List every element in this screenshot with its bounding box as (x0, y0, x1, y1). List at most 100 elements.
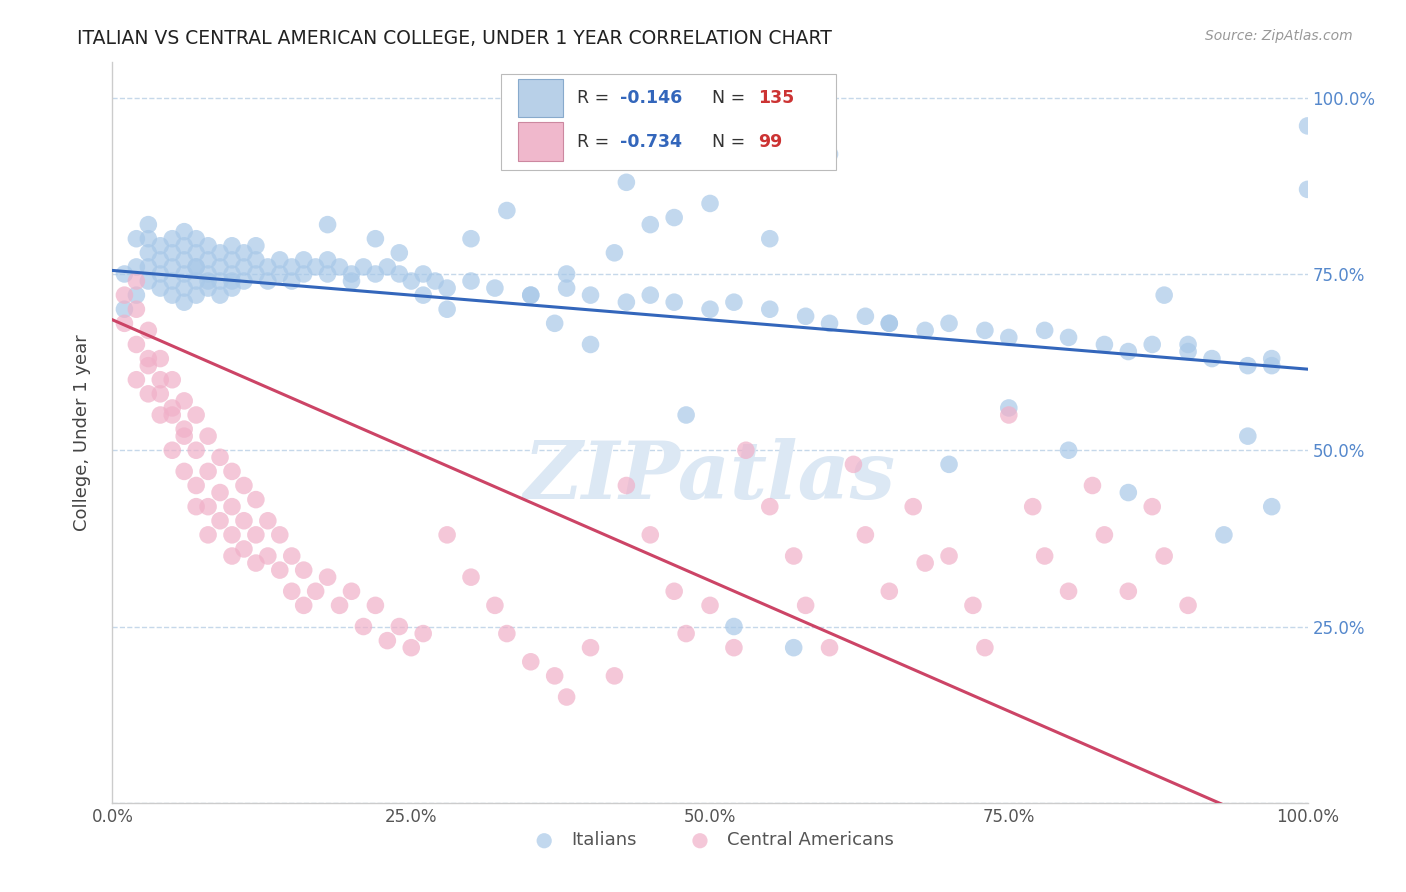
Point (664, 584, 686, 599)
Point (138, 218, 160, 232)
Point (162, 260, 183, 274)
Point (998, 330, 1021, 344)
Point (1057, 330, 1080, 344)
Point (292, 267, 315, 281)
Point (675, 408, 697, 422)
Point (460, 232, 482, 246)
Point (998, 401, 1021, 415)
Point (723, 640, 745, 655)
Point (723, 295, 745, 310)
Text: 135: 135 (758, 89, 794, 107)
Point (209, 450, 232, 465)
Point (138, 274, 160, 288)
Text: N =: N = (713, 133, 745, 151)
Point (543, 669, 565, 683)
Point (1118, 344, 1140, 359)
Point (114, 288, 135, 302)
Point (412, 626, 434, 640)
Point (292, 563, 315, 577)
Point (173, 225, 195, 239)
Point (245, 556, 267, 570)
Point (1237, 359, 1260, 373)
Point (1261, 359, 1284, 373)
Point (316, 570, 339, 584)
Point (162, 245, 183, 260)
Point (879, 316, 901, 330)
Point (640, 288, 662, 302)
Point (197, 252, 219, 267)
Point (998, 408, 1021, 422)
Point (364, 267, 387, 281)
Point (555, 281, 578, 295)
Point (377, 260, 399, 274)
Point (186, 232, 208, 246)
Point (579, 337, 602, 351)
Point (197, 464, 219, 478)
Legend: Italians, Central Americans: Italians, Central Americans (519, 824, 901, 856)
Point (794, 599, 817, 613)
Point (1142, 337, 1164, 351)
Point (173, 429, 195, 443)
Point (1213, 528, 1236, 542)
Point (125, 288, 148, 302)
Point (794, 310, 817, 324)
Point (1094, 528, 1116, 542)
Point (938, 316, 960, 330)
Point (1022, 500, 1045, 514)
Point (173, 464, 195, 478)
Point (1261, 500, 1284, 514)
Point (162, 408, 183, 422)
Point (162, 274, 183, 288)
Point (125, 373, 148, 387)
Point (186, 478, 208, 492)
Point (699, 599, 721, 613)
Point (245, 252, 267, 267)
Text: Source: ZipAtlas.com: Source: ZipAtlas.com (1205, 29, 1353, 43)
Point (903, 500, 925, 514)
Text: N =: N = (713, 89, 745, 107)
Point (269, 563, 291, 577)
Point (818, 316, 841, 330)
Point (269, 528, 291, 542)
Point (162, 443, 183, 458)
Point (149, 373, 172, 387)
Point (484, 599, 506, 613)
Point (138, 260, 160, 274)
Point (340, 584, 363, 599)
Point (914, 323, 936, 337)
Text: ZIPatlas: ZIPatlas (524, 438, 896, 516)
Point (388, 245, 411, 260)
Point (401, 640, 423, 655)
Point (412, 267, 434, 281)
Point (186, 260, 208, 274)
Point (281, 260, 304, 274)
Point (269, 267, 291, 281)
Text: ITALIAN VS CENTRAL AMERICAN COLLEGE, UNDER 1 YEAR CORRELATION CHART: ITALIAN VS CENTRAL AMERICAN COLLEGE, UND… (77, 29, 832, 47)
Point (914, 556, 936, 570)
Point (114, 267, 135, 281)
Point (329, 260, 352, 274)
Point (245, 239, 267, 253)
Point (879, 316, 901, 330)
Point (364, 232, 387, 246)
Point (149, 408, 172, 422)
Point (281, 274, 304, 288)
Point (245, 267, 267, 281)
Point (233, 274, 256, 288)
Point (281, 584, 304, 599)
Point (425, 274, 447, 288)
Point (186, 443, 208, 458)
Point (555, 267, 578, 281)
Point (1057, 443, 1080, 458)
Point (555, 690, 578, 704)
Y-axis label: College, Under 1 year: College, Under 1 year (73, 334, 91, 531)
Point (316, 252, 339, 267)
Point (221, 252, 243, 267)
Point (162, 232, 183, 246)
Point (269, 252, 291, 267)
Point (818, 147, 841, 161)
Point (305, 584, 328, 599)
Point (1177, 344, 1199, 359)
Point (1296, 119, 1319, 133)
Point (340, 274, 363, 288)
